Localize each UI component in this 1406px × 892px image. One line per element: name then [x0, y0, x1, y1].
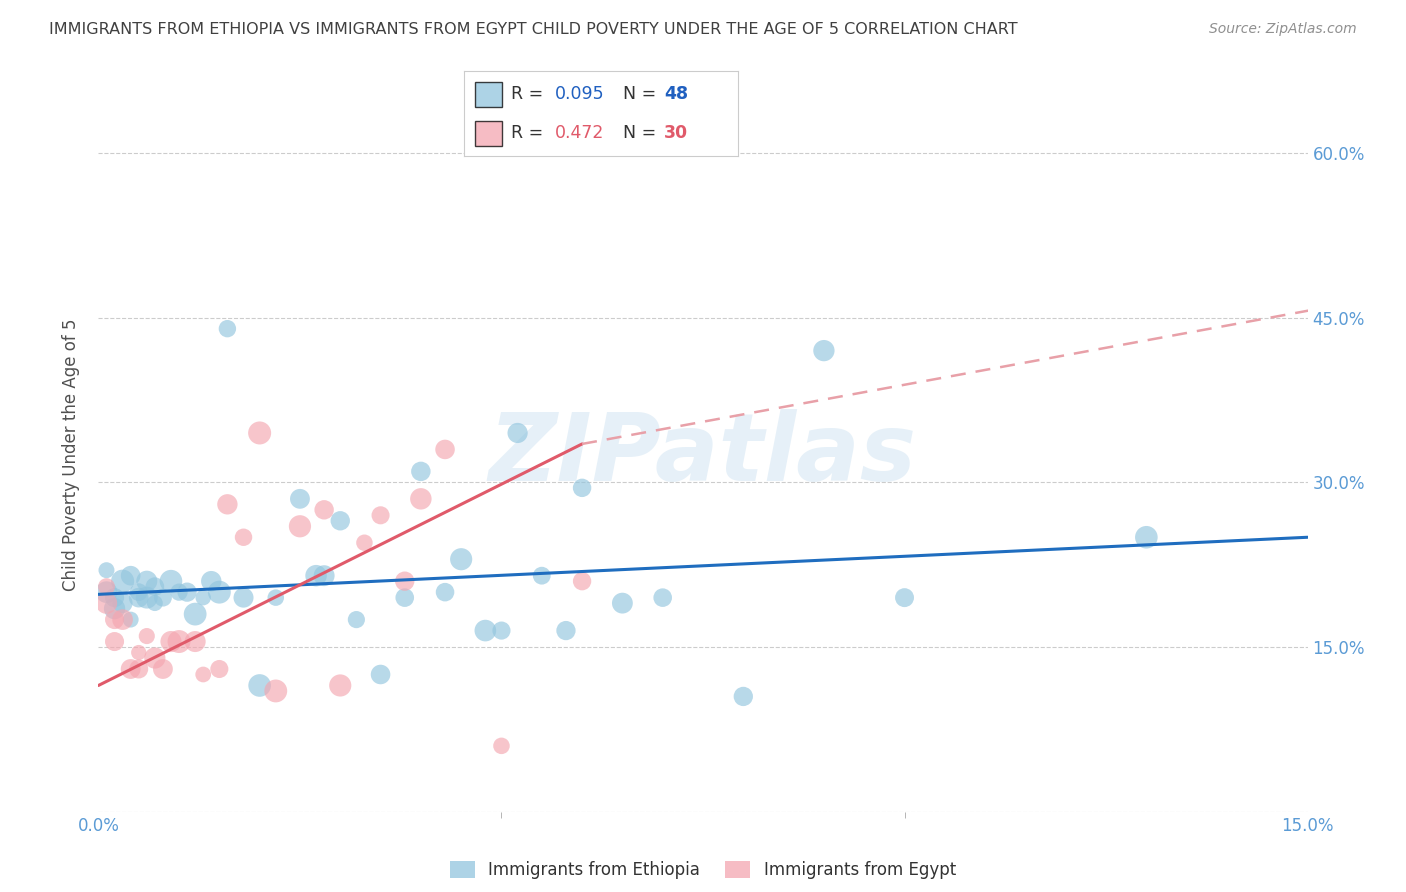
Point — [232, 530, 254, 544]
Point — [184, 607, 207, 621]
Point — [135, 574, 157, 589]
Y-axis label: Child Poverty Under the Age of 5: Child Poverty Under the Age of 5 — [62, 318, 80, 591]
Point — [143, 580, 166, 594]
Point — [96, 580, 118, 594]
Point — [249, 425, 271, 440]
Point — [120, 613, 142, 627]
Point — [193, 667, 215, 681]
Point — [370, 667, 392, 681]
Text: N =: N = — [623, 86, 662, 103]
Point — [434, 442, 457, 457]
Text: 0.472: 0.472 — [554, 124, 603, 142]
Point — [329, 678, 352, 692]
Point — [208, 662, 231, 676]
Point — [103, 613, 125, 627]
Point — [491, 624, 513, 638]
Point — [135, 591, 157, 605]
Point — [232, 591, 254, 605]
Point — [120, 662, 142, 676]
Point — [434, 585, 457, 599]
Text: 30: 30 — [664, 124, 689, 142]
Point — [409, 491, 432, 506]
Point — [135, 629, 157, 643]
Point — [176, 585, 198, 599]
FancyBboxPatch shape — [475, 120, 502, 146]
Point — [184, 634, 207, 648]
Point — [128, 585, 150, 599]
Point — [152, 662, 174, 676]
Point — [555, 624, 578, 638]
Point — [314, 568, 336, 582]
Point — [651, 591, 673, 605]
Point — [217, 321, 239, 335]
Point — [314, 503, 336, 517]
Point — [571, 574, 593, 589]
Point — [200, 574, 222, 589]
Point — [208, 585, 231, 599]
Point — [264, 591, 287, 605]
Point — [167, 585, 190, 599]
Point — [103, 634, 125, 648]
Point — [733, 690, 755, 704]
Point — [217, 497, 239, 511]
Point — [394, 574, 416, 589]
Text: R =: R = — [510, 86, 548, 103]
Point — [160, 574, 183, 589]
Text: Source: ZipAtlas.com: Source: ZipAtlas.com — [1209, 22, 1357, 37]
FancyBboxPatch shape — [475, 81, 502, 107]
Point — [128, 662, 150, 676]
Point — [893, 591, 915, 605]
Point — [96, 585, 118, 599]
Point — [160, 634, 183, 648]
Point — [491, 739, 513, 753]
Point — [96, 596, 118, 610]
Point — [305, 568, 328, 582]
Text: 0.095: 0.095 — [554, 86, 605, 103]
Point — [111, 574, 134, 589]
Point — [249, 678, 271, 692]
Point — [370, 508, 392, 523]
Point — [288, 519, 311, 533]
Text: R =: R = — [510, 124, 548, 142]
Point — [612, 596, 634, 610]
Point — [111, 613, 134, 627]
Point — [167, 634, 190, 648]
Text: N =: N = — [623, 124, 662, 142]
Point — [571, 481, 593, 495]
Point — [120, 568, 142, 582]
Legend: Immigrants from Ethiopia, Immigrants from Egypt: Immigrants from Ethiopia, Immigrants fro… — [443, 854, 963, 886]
Point — [103, 601, 125, 615]
Point — [96, 563, 118, 577]
Point — [143, 651, 166, 665]
Point — [264, 684, 287, 698]
Point — [813, 343, 835, 358]
Text: ZIPatlas: ZIPatlas — [489, 409, 917, 501]
Point — [530, 568, 553, 582]
Point — [353, 535, 375, 549]
Point — [143, 596, 166, 610]
Point — [128, 646, 150, 660]
Point — [111, 596, 134, 610]
Point — [152, 591, 174, 605]
Point — [474, 624, 496, 638]
Text: IMMIGRANTS FROM ETHIOPIA VS IMMIGRANTS FROM EGYPT CHILD POVERTY UNDER THE AGE OF: IMMIGRANTS FROM ETHIOPIA VS IMMIGRANTS F… — [49, 22, 1018, 37]
Point — [329, 514, 352, 528]
Text: 48: 48 — [664, 86, 689, 103]
Point — [394, 591, 416, 605]
Point — [450, 552, 472, 566]
Point — [288, 491, 311, 506]
Point — [193, 591, 215, 605]
Point — [506, 425, 529, 440]
Point — [103, 591, 125, 605]
Point — [409, 464, 432, 478]
Point — [344, 613, 367, 627]
Point — [128, 591, 150, 605]
Point — [1135, 530, 1157, 544]
